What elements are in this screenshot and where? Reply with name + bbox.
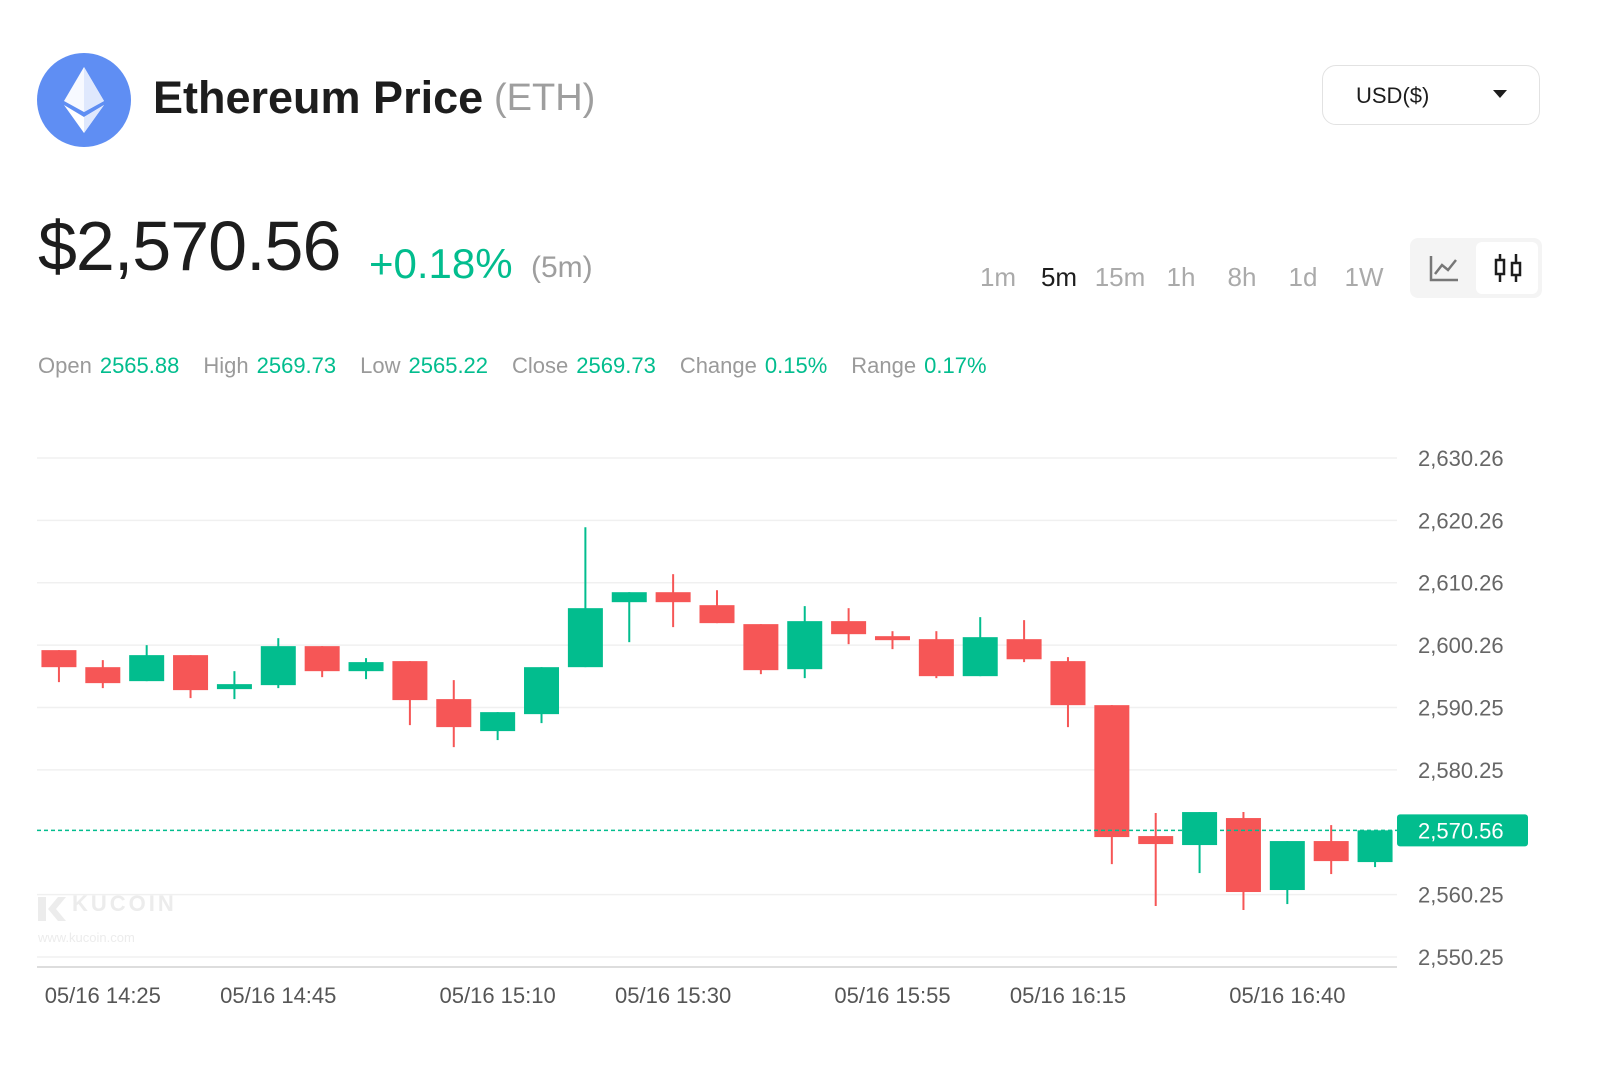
x-tick-label: 05/16 16:40 — [1229, 983, 1345, 1008]
stat-value: 2569.73 — [256, 353, 337, 378]
candle-body — [304, 646, 340, 672]
candle-body — [129, 655, 165, 682]
stat-label: Close — [512, 353, 569, 378]
candle-body — [567, 608, 603, 668]
candle-body — [699, 605, 735, 624]
candle-body — [611, 592, 647, 603]
y-tick-label: 2,630.26 — [1418, 446, 1504, 471]
eth-logo — [37, 53, 131, 147]
candle-body — [787, 621, 823, 670]
candle-body — [41, 650, 77, 668]
candle-body — [831, 621, 867, 635]
x-tick-label: 05/16 14:45 — [220, 983, 336, 1008]
stat-value: 0.17% — [924, 353, 987, 378]
stat-label: Change — [679, 353, 757, 378]
y-tick-label: 2,620.26 — [1418, 508, 1504, 533]
x-tick-label: 05/16 15:55 — [834, 983, 950, 1008]
interval-tab[interactable]: 1h — [1166, 262, 1196, 292]
candle-body — [480, 712, 516, 732]
interval-tabs: 1m 5m 15m 1h 8h 1d 1W — [966, 262, 1393, 293]
candle-body — [85, 667, 121, 684]
chart-type-toggle — [1410, 238, 1542, 298]
price: $2,570.56 — [38, 207, 341, 285]
change-period: (5m) — [531, 251, 593, 284]
ohlc-stats: Open 2565.88 High 2569.73 Low 2565.22 Close 256… — [38, 353, 1011, 379]
candle-body — [655, 592, 691, 603]
last-price-label: 2,570.56 — [1418, 818, 1504, 843]
candle-body — [962, 637, 998, 677]
candle-body — [918, 639, 954, 677]
stat-value: 2565.88 — [99, 353, 180, 378]
candle-body — [1182, 812, 1218, 846]
y-tick-label: 2,600.26 — [1418, 633, 1504, 658]
currency-label: USD($) — [1356, 83, 1430, 108]
candle-body — [524, 667, 560, 715]
price-change: +0.18% — [369, 240, 513, 287]
y-tick-label: 2,590.25 — [1418, 696, 1504, 721]
candle-body — [436, 699, 472, 728]
candle-body — [1094, 705, 1130, 838]
candle-body — [1225, 818, 1261, 893]
candle-body — [1269, 841, 1305, 891]
watermark-logo — [38, 897, 66, 921]
interval-tab[interactable]: 1d — [1288, 262, 1318, 292]
candle-body — [874, 636, 910, 641]
x-tick-label: 05/16 14:25 — [45, 983, 161, 1008]
candle-body — [216, 684, 252, 690]
y-tick-label: 2,560.25 — [1418, 883, 1504, 908]
candle-chart: KUCOINwww.kucoin.com2,550.252,560.252,58… — [37, 446, 1528, 1008]
candle-body — [1138, 836, 1174, 845]
interval-tab[interactable]: 1W — [1344, 262, 1384, 292]
stat-value: 0.15% — [764, 353, 828, 378]
candle-body — [260, 646, 296, 686]
currency-select[interactable]: USD($) — [1322, 65, 1540, 125]
y-tick-label: 2,610.26 — [1418, 571, 1504, 596]
x-tick-label: 05/16 15:10 — [440, 983, 556, 1008]
interval-tab[interactable]: 5m — [1040, 262, 1078, 292]
stat-label: Range — [851, 353, 917, 378]
y-tick-label: 2,580.25 — [1418, 758, 1504, 783]
watermark-url: www.kucoin.com — [37, 930, 135, 945]
interval-tab[interactable]: 8h — [1227, 262, 1257, 292]
candle-chart-button[interactable] — [1492, 252, 1524, 284]
stat-label: Open — [38, 353, 92, 378]
stat-label: High — [203, 353, 249, 378]
stat-value: 2565.22 — [408, 353, 489, 378]
candle-body — [348, 662, 384, 672]
candle-body — [1006, 639, 1042, 660]
candle-body — [1313, 841, 1349, 862]
line-chart-button[interactable] — [1428, 252, 1460, 284]
x-tick-label: 05/16 15:30 — [615, 983, 731, 1008]
y-tick-label: 2,550.25 — [1418, 945, 1504, 970]
candle-body — [173, 655, 209, 691]
title: Ethereum Price — [153, 72, 484, 123]
stat-value: 2569.73 — [576, 353, 656, 378]
candle-body — [1050, 661, 1086, 706]
stat-label: Low — [360, 353, 401, 378]
candle-body — [392, 661, 428, 701]
interval-tab[interactable]: 15m — [1094, 262, 1146, 292]
candle-button-bg — [1476, 242, 1538, 294]
caret — [1493, 90, 1507, 98]
last-price-tag — [1397, 814, 1528, 847]
x-tick-label: 05/16 16:15 — [1010, 983, 1126, 1008]
interval-tab[interactable]: 1m — [979, 262, 1017, 292]
candle-body — [743, 624, 779, 671]
symbol: (ETH) — [494, 77, 596, 119]
candle-body — [1357, 830, 1393, 863]
